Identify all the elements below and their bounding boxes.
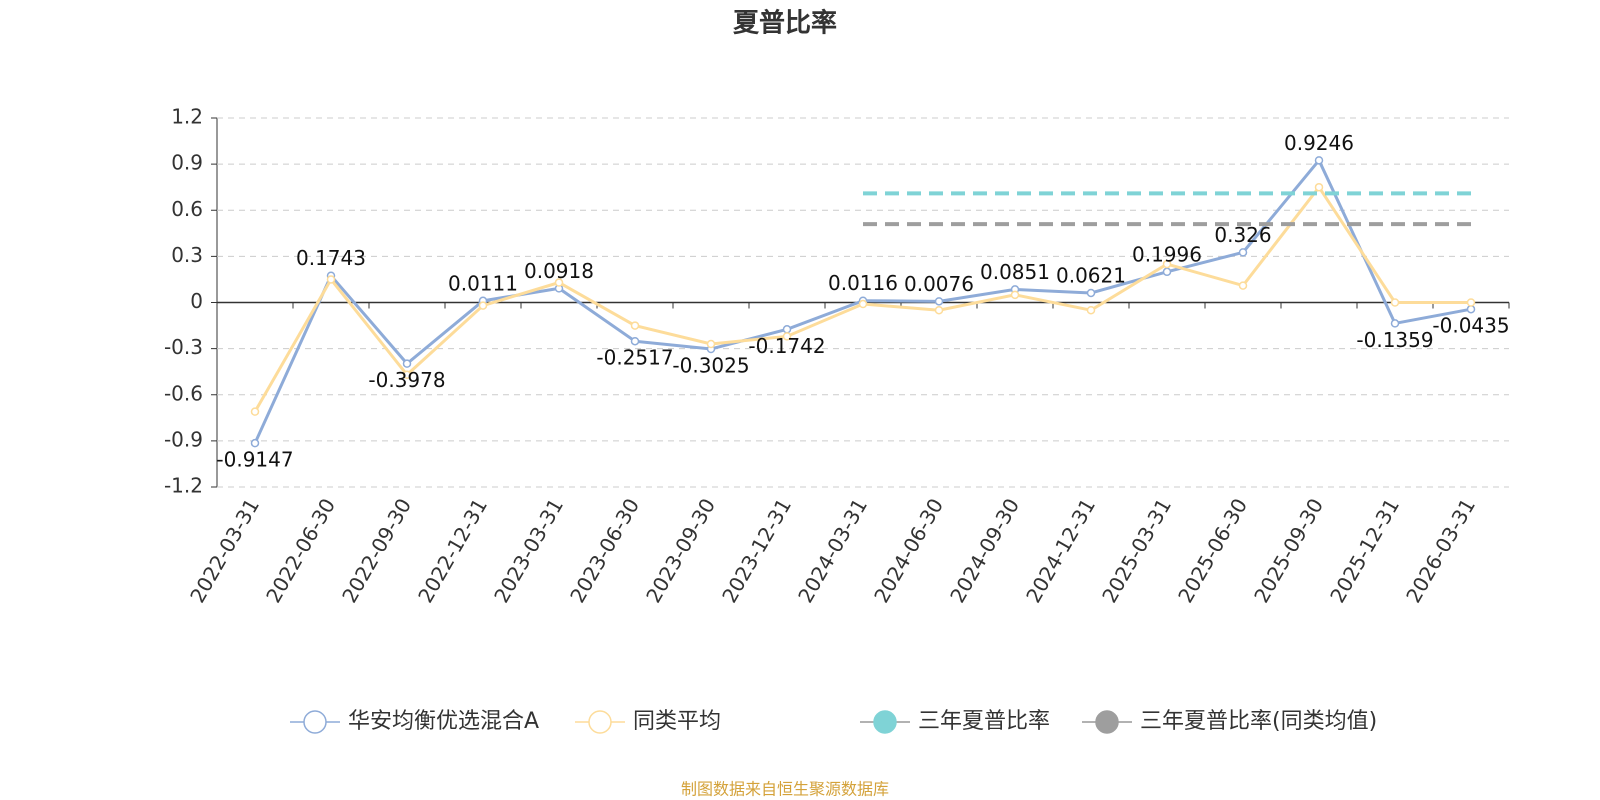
data-label: 0.0076 <box>904 272 974 296</box>
data-label: -0.1359 <box>1356 328 1433 352</box>
x-tick-label: 2026-03-31 <box>1401 494 1480 607</box>
chart-title: 夏普比率 <box>733 8 837 39</box>
x-tick-label: 2024-03-31 <box>793 494 872 607</box>
point <box>1162 267 1172 277</box>
point <box>554 278 564 287</box>
legend-label: 同类平均 <box>633 709 721 734</box>
y-tick-label: 0.9 <box>171 151 203 175</box>
y-tick-label: -0.6 <box>164 381 203 405</box>
y-tick-label: 0 <box>190 289 203 313</box>
data-label: 0.9246 <box>1284 131 1354 155</box>
legend-item[interactable]: 三年夏普比率 <box>860 709 1050 734</box>
point <box>1086 305 1096 315</box>
data-label: -0.0435 <box>1432 314 1509 338</box>
x-tick-label: 2025-06-30 <box>1173 494 1252 607</box>
point <box>1314 156 1324 165</box>
point <box>1238 281 1248 290</box>
y-tick-label: -0.9 <box>164 427 203 451</box>
data-label: 0.326 <box>1214 223 1271 247</box>
point <box>1238 248 1248 257</box>
data-label: -0.3025 <box>672 354 749 378</box>
x-tick-label: 2025-03-31 <box>1097 494 1176 607</box>
point <box>478 301 488 310</box>
point <box>630 336 640 346</box>
point <box>250 407 260 416</box>
point <box>402 370 412 380</box>
point <box>782 332 792 341</box>
legend-marker <box>588 710 612 734</box>
point <box>1314 182 1324 192</box>
y-tick-label: 0.3 <box>171 243 203 267</box>
legend-marker <box>873 710 897 734</box>
x-tick-label: 2023-03-31 <box>489 494 568 607</box>
data-label: 0.1996 <box>1132 242 1202 266</box>
legend-item[interactable]: 三年夏普比率(同类均值) <box>1082 709 1377 734</box>
point <box>630 321 640 330</box>
data-label: 0.0918 <box>524 259 594 283</box>
data-label: 0.0621 <box>1056 263 1126 287</box>
point <box>1086 288 1096 298</box>
x-tick-label: 2023-12-31 <box>717 494 796 607</box>
point <box>326 275 336 284</box>
data-label: 0.0111 <box>448 271 518 295</box>
point <box>706 339 716 349</box>
data-label: -0.2517 <box>596 346 673 370</box>
point <box>250 438 260 448</box>
data-label: -0.9147 <box>216 448 293 472</box>
data-label: -0.1742 <box>748 334 825 358</box>
point <box>1010 290 1020 300</box>
x-tick-label: 2022-06-30 <box>261 494 340 607</box>
point <box>858 299 868 309</box>
point <box>402 359 412 368</box>
legend-item[interactable]: 同类平均 <box>575 709 721 734</box>
point <box>1466 298 1476 307</box>
data-label: -0.3978 <box>368 368 445 392</box>
x-tick-label: 2022-12-31 <box>413 494 492 607</box>
point <box>1390 298 1400 307</box>
data-label: 0.0851 <box>980 260 1050 284</box>
x-tick-label: 2022-03-31 <box>185 494 264 607</box>
x-tick-label: 2024-12-31 <box>1021 494 1100 607</box>
x-tick-label: 2024-09-30 <box>945 494 1024 607</box>
y-tick-label: -1.2 <box>164 474 203 498</box>
y-tick-label: 0.6 <box>171 197 203 221</box>
x-tick-label: 2023-06-30 <box>565 494 644 607</box>
legend-marker <box>1095 710 1119 734</box>
x-tick-label: 2025-12-31 <box>1325 494 1404 607</box>
point <box>1390 319 1400 328</box>
x-tick-label: 2024-06-30 <box>869 494 948 607</box>
source-note: 制图数据来自恒生聚源数据库 <box>681 780 889 799</box>
data-label: 0.0116 <box>828 271 898 295</box>
point <box>934 297 944 306</box>
point <box>782 325 792 334</box>
legend-label: 三年夏普比率(同类均值) <box>1140 709 1377 734</box>
point <box>934 305 944 315</box>
legend-item[interactable]: 华安均衡优选混合A <box>290 709 539 734</box>
legend-label: 华安均衡优选混合A <box>348 709 539 734</box>
point <box>1162 259 1172 269</box>
data-label: 0.1743 <box>296 246 366 270</box>
x-tick-label: 2025-09-30 <box>1249 494 1328 607</box>
legend-marker <box>303 710 327 734</box>
x-tick-label: 2023-09-30 <box>641 494 720 607</box>
y-tick-label: 1.2 <box>171 105 203 129</box>
x-tick-label: 2022-09-30 <box>337 494 416 607</box>
y-tick-label: -0.3 <box>164 335 203 359</box>
legend-label: 三年夏普比率 <box>918 709 1050 734</box>
